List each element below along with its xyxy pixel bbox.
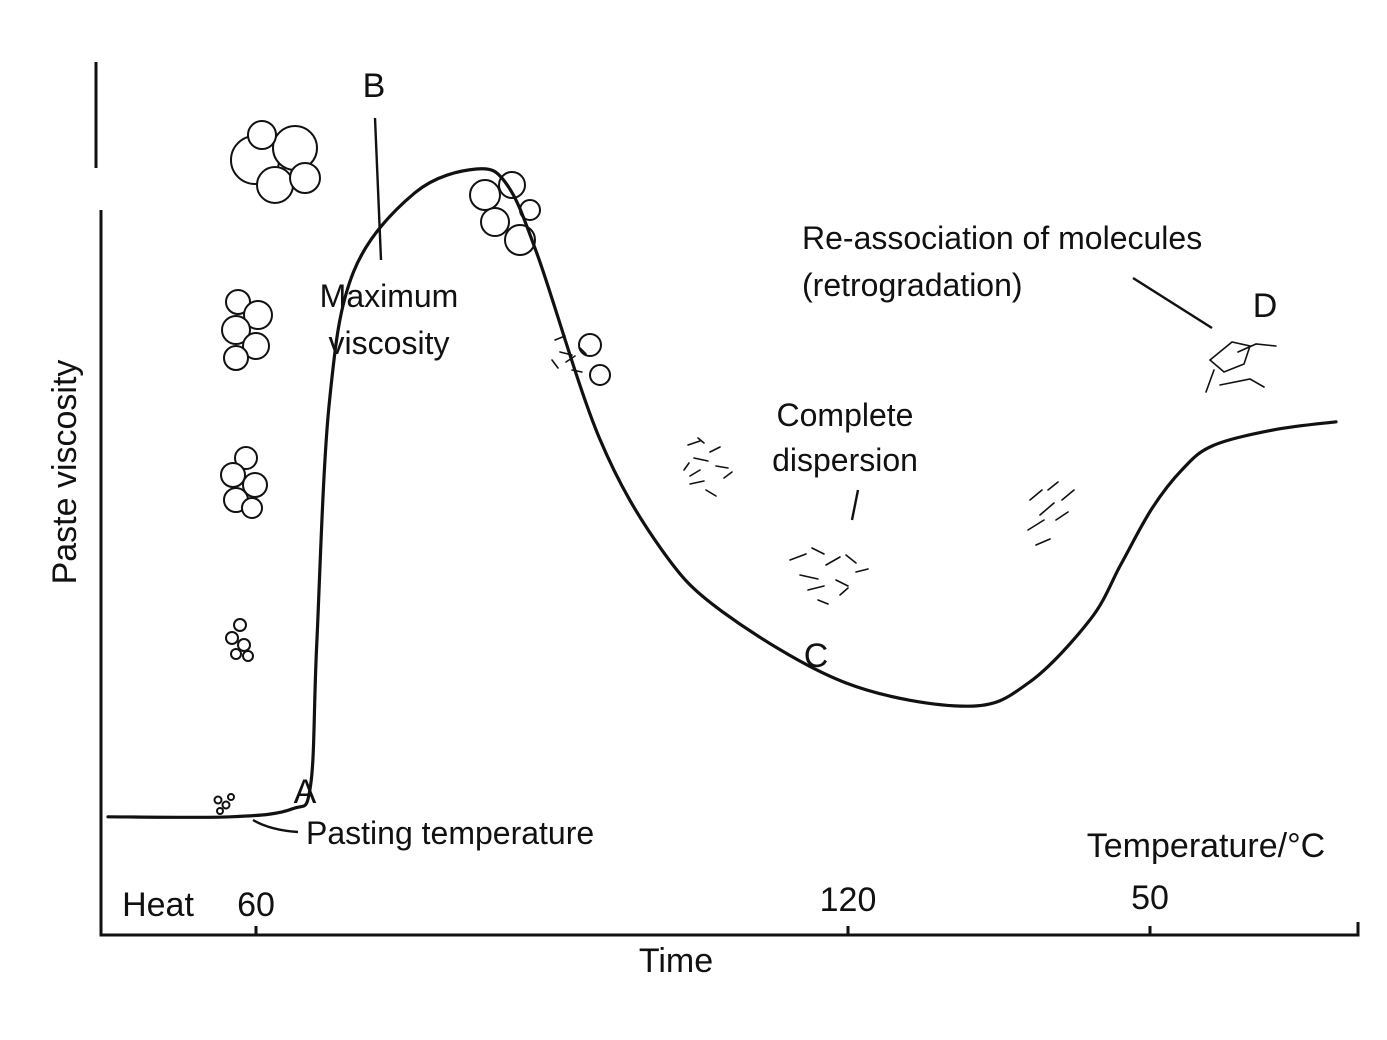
granule-illustrations <box>213 120 1277 815</box>
axes <box>94 62 1360 937</box>
reassociation-label: Re-association of molecules <box>802 220 1202 256</box>
y-axis-label: Paste viscosity <box>46 360 84 585</box>
leader-max <box>373 117 383 261</box>
point-label-a: A <box>294 773 317 811</box>
native-granules <box>225 618 254 662</box>
complete-label: Complete <box>777 397 914 433</box>
reassociating-fragments <box>1027 481 1075 546</box>
pasting-temperature-label: Pasting temperature <box>306 815 594 851</box>
point-label-b: B <box>363 67 386 105</box>
leader-retro <box>1132 276 1213 330</box>
tiny-granules <box>213 793 235 815</box>
dispersed-fragments-2 <box>789 547 869 605</box>
viscosity-label: viscosity <box>329 325 450 361</box>
point-label-d: D <box>1253 287 1278 325</box>
swelling-granules <box>220 446 268 519</box>
swollen-granules-mid <box>221 289 273 371</box>
retrograded-aggregate <box>1205 341 1277 393</box>
swollen-granules-top <box>230 120 321 204</box>
dispersion-label: dispersion <box>772 442 918 478</box>
heat-label: Heat <box>122 886 194 924</box>
maximum-label: Maximum <box>320 278 459 314</box>
annotation-leaders <box>252 117 1213 834</box>
x-tick-label-50: 50 <box>1131 879 1169 917</box>
point-label-c: C <box>804 637 829 675</box>
x-tick-marks <box>254 926 1152 935</box>
viscosity-curve <box>106 167 1338 819</box>
leader-dispersion <box>850 489 860 521</box>
retrogradation-label: (retrogradation) <box>802 267 1023 303</box>
leader-pasting <box>252 818 299 834</box>
dispersed-fragments-1 <box>683 437 733 497</box>
x-tick-label-60: 60 <box>237 886 275 924</box>
temperature-unit-label: Temperature/°C <box>1087 827 1325 865</box>
x-axis-label: Time <box>639 942 713 980</box>
x-tick-label-120: 120 <box>820 881 877 919</box>
fragmenting-granules <box>551 333 611 386</box>
